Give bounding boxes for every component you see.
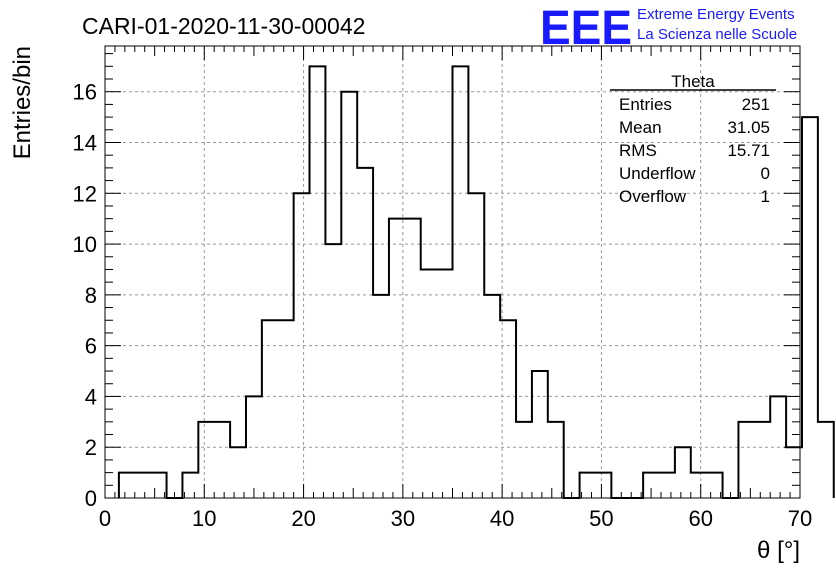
histogram-bin bbox=[373, 295, 389, 498]
x-tick-label: 30 bbox=[391, 506, 415, 531]
run-title: CARI-01-2020-11-30-00042 bbox=[82, 13, 365, 39]
histogram-bin bbox=[548, 422, 564, 498]
x-tick-label: 40 bbox=[490, 506, 514, 531]
histogram-bin bbox=[595, 473, 611, 498]
histogram-bin bbox=[643, 473, 659, 498]
stats-row-value: 251 bbox=[742, 95, 770, 114]
eee-logo-line2: La Scienza nelle Scuole bbox=[637, 26, 797, 43]
histogram-bin bbox=[754, 422, 770, 498]
histogram-bin bbox=[278, 320, 294, 498]
histogram-bin bbox=[214, 422, 230, 498]
histogram-bin bbox=[262, 320, 278, 498]
histogram-bin bbox=[389, 219, 405, 498]
y-tick-label: 4 bbox=[85, 384, 97, 409]
histogram-bin bbox=[151, 473, 167, 498]
stats-row-value: 15.71 bbox=[727, 141, 770, 160]
y-tick-label: 8 bbox=[85, 283, 97, 308]
histogram-bin bbox=[357, 168, 373, 498]
y-tick-label: 6 bbox=[85, 334, 97, 359]
histogram-bin bbox=[786, 447, 802, 498]
histogram-bin bbox=[135, 473, 151, 498]
x-tick-label: 20 bbox=[291, 506, 315, 531]
histogram-bin bbox=[119, 473, 135, 498]
stats-row-label: RMS bbox=[619, 141, 657, 160]
histogram-bin bbox=[230, 447, 246, 498]
y-tick-label: 10 bbox=[73, 232, 97, 257]
histogram-bin bbox=[532, 371, 548, 498]
histogram-bin bbox=[802, 117, 818, 498]
histogram-bin bbox=[468, 193, 484, 498]
stats-row-label: Underflow bbox=[619, 164, 696, 183]
histogram-bin bbox=[818, 422, 834, 498]
x-tick-label: 60 bbox=[688, 506, 712, 531]
histogram-bin bbox=[500, 320, 516, 498]
stats-row-label: Entries bbox=[619, 95, 672, 114]
x-axis-label: θ [°] bbox=[757, 537, 800, 564]
histogram-bin bbox=[325, 244, 341, 498]
histogram-bin bbox=[182, 473, 198, 498]
histogram-bin bbox=[580, 473, 596, 498]
histogram-bin bbox=[198, 422, 214, 498]
histogram-bin bbox=[770, 396, 786, 498]
histogram-bin bbox=[246, 396, 262, 498]
stats-row-label: Mean bbox=[619, 118, 662, 137]
histogram-bin bbox=[659, 473, 675, 498]
x-tick-label: 70 bbox=[788, 506, 812, 531]
histogram-bin bbox=[484, 295, 500, 498]
y-tick-label: 2 bbox=[85, 435, 97, 460]
histogram-bin bbox=[738, 422, 754, 498]
histogram-bin bbox=[675, 447, 691, 498]
stats-row-value: 1 bbox=[761, 187, 770, 206]
stats-row-value: 0 bbox=[761, 164, 770, 183]
histogram-bin bbox=[421, 269, 437, 498]
histogram-bin bbox=[707, 473, 723, 498]
x-tick-labels: 0 10 20 30 40 50 60 70 bbox=[99, 506, 812, 531]
x-tick-label: 50 bbox=[589, 506, 613, 531]
stats-box-title: Theta bbox=[671, 72, 715, 91]
histogram-bin bbox=[341, 92, 357, 498]
stats-row-label: Overflow bbox=[619, 187, 687, 206]
stats-box: Theta Entries 251 Mean 31.05 RMS 15.71 Underfl… bbox=[610, 72, 776, 206]
histogram-bin bbox=[516, 422, 532, 498]
x-tick-label: 0 bbox=[99, 506, 111, 531]
y-tick-label: 0 bbox=[85, 486, 97, 511]
histogram-bin bbox=[405, 219, 421, 498]
eee-logo-line1: Extreme Energy Events bbox=[637, 6, 795, 23]
histogram-bin bbox=[437, 269, 453, 498]
axis-ticks bbox=[104, 46, 801, 499]
eee-logo: EEE bbox=[540, 2, 632, 55]
histogram-outline bbox=[117, 65, 835, 499]
y-tick-label: 12 bbox=[73, 181, 97, 206]
histogram-bin bbox=[453, 66, 469, 498]
histogram-bin bbox=[691, 473, 707, 498]
y-tick-label: 16 bbox=[73, 80, 97, 105]
x-tick-label: 10 bbox=[192, 506, 216, 531]
y-tick-labels: 0 2 4 6 8 10 12 14 16 bbox=[73, 80, 97, 511]
y-axis-label: Entries/bin bbox=[9, 46, 36, 159]
grid-lines bbox=[105, 46, 800, 498]
stats-row-value: 31.05 bbox=[727, 118, 770, 137]
histogram-bin bbox=[294, 193, 310, 498]
y-tick-label: 14 bbox=[73, 130, 97, 155]
histogram-bin bbox=[310, 66, 326, 498]
